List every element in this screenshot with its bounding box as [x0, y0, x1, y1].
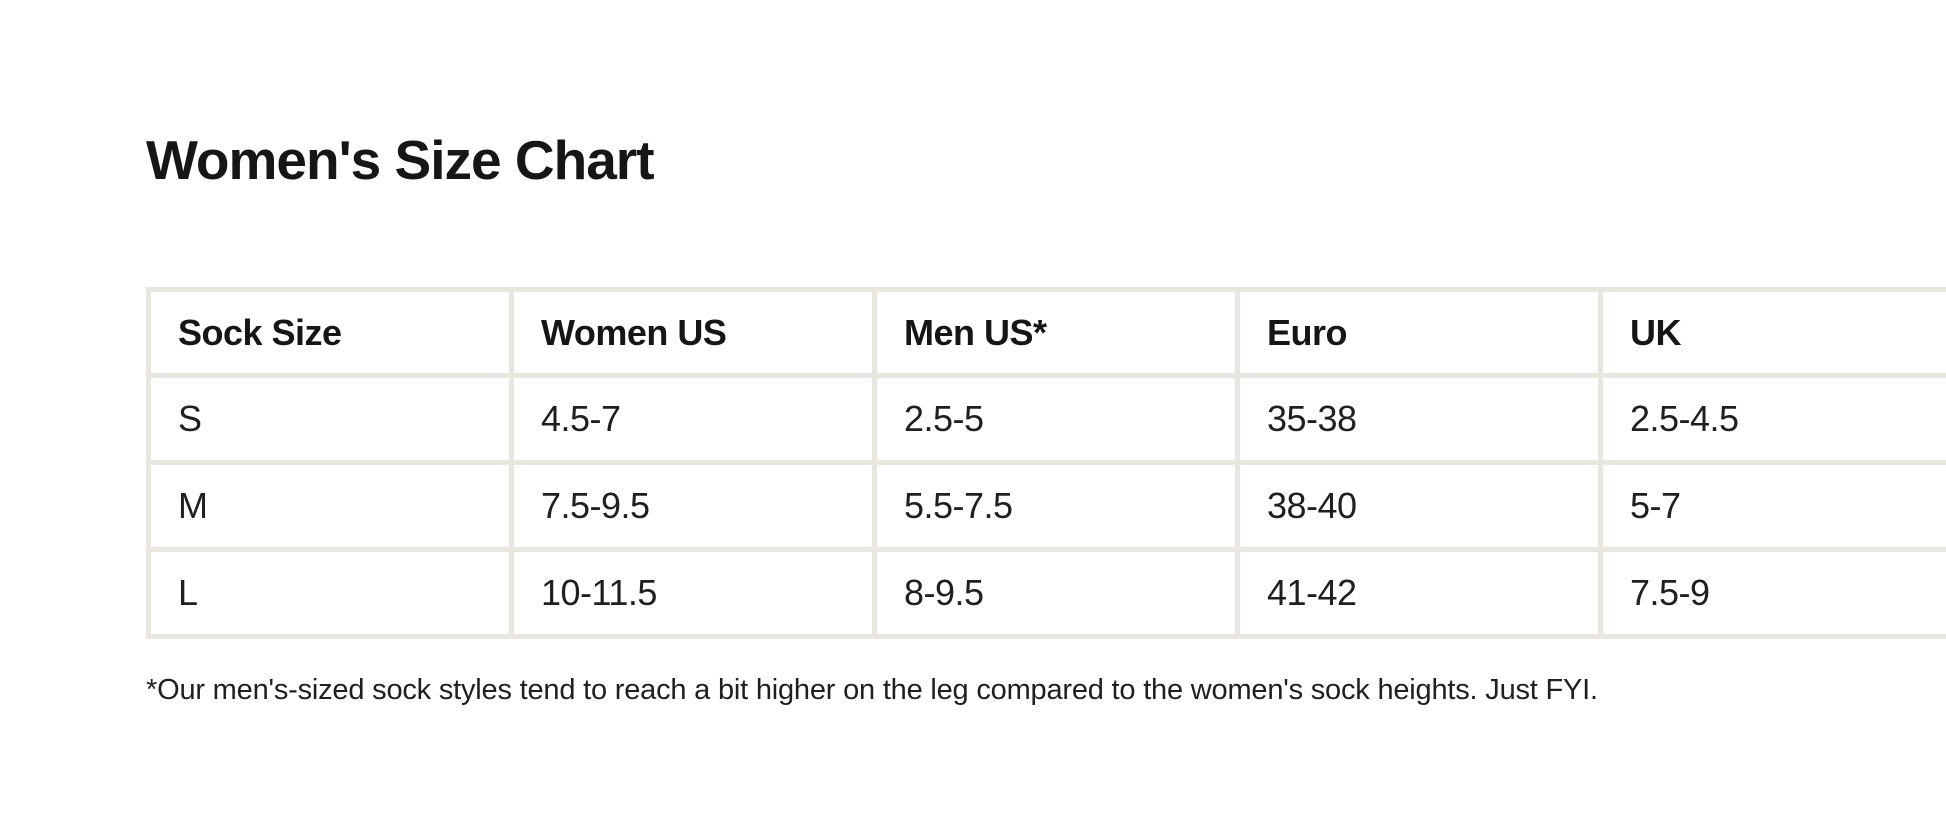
table-header: Sock Size Women US Men US* Euro UK: [146, 287, 1946, 378]
size-label-cell: S: [146, 373, 514, 465]
size-chart-table: Sock Size Women US Men US* Euro UK S 4.5…: [146, 287, 1946, 639]
header-row: Sock Size Women US Men US* Euro UK: [146, 287, 1946, 378]
uk-cell: 5-7: [1598, 460, 1946, 552]
men-us-cell: 8-9.5: [872, 547, 1240, 639]
column-header-men-us: Men US*: [872, 287, 1240, 378]
men-us-cell: 2.5-5: [872, 373, 1240, 465]
table-body: S 4.5-7 2.5-5 35-38 2.5-4.5 M 7.5-9.5 5.…: [146, 373, 1946, 639]
column-header-sock-size: Sock Size: [146, 287, 514, 378]
uk-cell: 7.5-9: [1598, 547, 1946, 639]
column-header-euro: Euro: [1235, 287, 1603, 378]
table-row-small: S 4.5-7 2.5-5 35-38 2.5-4.5: [146, 373, 1946, 465]
women-us-cell: 10-11.5: [509, 547, 877, 639]
euro-cell: 41-42: [1235, 547, 1603, 639]
women-us-cell: 4.5-7: [509, 373, 877, 465]
women-us-cell: 7.5-9.5: [509, 460, 877, 552]
men-us-cell: 5.5-7.5: [872, 460, 1240, 552]
column-header-women-us: Women US: [509, 287, 877, 378]
size-label-cell: M: [146, 460, 514, 552]
column-header-uk: UK: [1598, 287, 1946, 378]
size-label-cell: L: [146, 547, 514, 639]
size-chart-section: Women's Size Chart Sock Size Women US Me…: [146, 0, 1946, 711]
table-row-large: L 10-11.5 8-9.5 41-42 7.5-9: [146, 547, 1946, 639]
euro-cell: 38-40: [1235, 460, 1603, 552]
uk-cell: 2.5-4.5: [1598, 373, 1946, 465]
page-title: Women's Size Chart: [146, 129, 655, 191]
table-row-medium: M 7.5-9.5 5.5-7.5 38-40 5-7: [146, 460, 1946, 552]
mens-sizing-footnote: *Our men's-sized sock styles tend to rea…: [146, 674, 1598, 706]
euro-cell: 35-38: [1235, 373, 1603, 465]
